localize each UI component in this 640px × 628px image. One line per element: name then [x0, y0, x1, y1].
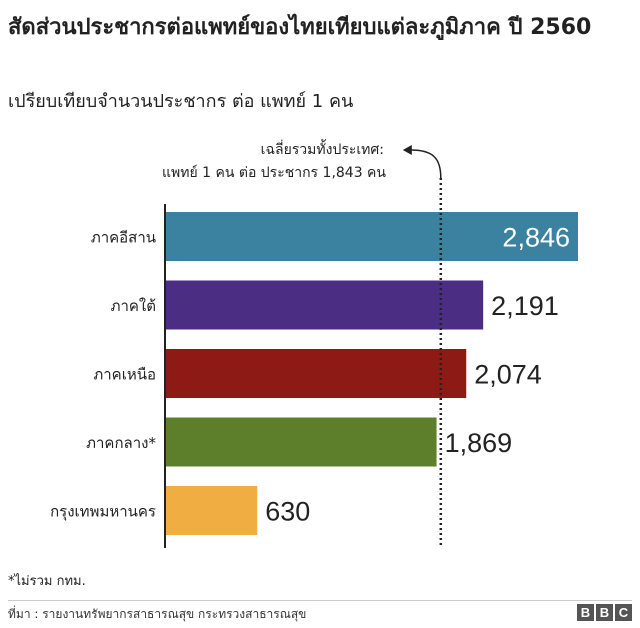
bbc-logo-letter: B: [596, 604, 613, 621]
value-label: 1,869: [445, 428, 513, 458]
average-annotation-line1: เฉลี่ยรวมทั้งประเทศ:: [261, 139, 384, 158]
bbc-logo-letter: B: [577, 604, 594, 621]
annotation-arrow: [410, 149, 442, 179]
category-label: ภาคเหนือ: [93, 366, 156, 384]
category-label: ภาคกลาง*: [86, 434, 156, 452]
chart-title: สัดส่วนประชากรต่อแพทย์ของไทยเทียบแต่ละภู…: [8, 15, 592, 40]
category-label: ภาคใต้: [111, 297, 156, 315]
average-annotation-line2: แพทย์ 1 คน ต่อ ประชากร 1,843 คน: [162, 164, 386, 181]
annotation-arrowhead: [402, 145, 412, 155]
category-label: ภาคอีสาน: [91, 229, 156, 247]
value-label: 2,846: [502, 223, 570, 253]
bar: [166, 486, 258, 535]
bar: [166, 280, 484, 330]
chart-subtitle: เปรียบเทียบจำนวนประชากร ต่อ แพทย์ 1 คน: [8, 91, 354, 112]
source-note: ที่มา : รายงานทรัพยากรสาธารณสุข กระทรวงส…: [8, 607, 307, 621]
bar: [166, 417, 437, 467]
bbc-logo-letter: C: [615, 604, 632, 621]
footer-divider: [8, 600, 632, 601]
bar: [166, 212, 578, 261]
bbc-logo: B B C: [577, 604, 632, 621]
value-label: 2,191: [491, 291, 559, 321]
bar: [166, 349, 467, 398]
bar-chart: ภาคอีสาน 2,846 ภาคใต้ 2,191 ภาคเหนือ 2,074 ภาค…: [50, 139, 578, 548]
value-label: 2,074: [474, 360, 542, 390]
footnote: *ไม่รวม กทม.: [8, 574, 86, 589]
value-label: 630: [265, 497, 310, 527]
category-label: กรุงเทพมหานคร: [50, 503, 156, 522]
